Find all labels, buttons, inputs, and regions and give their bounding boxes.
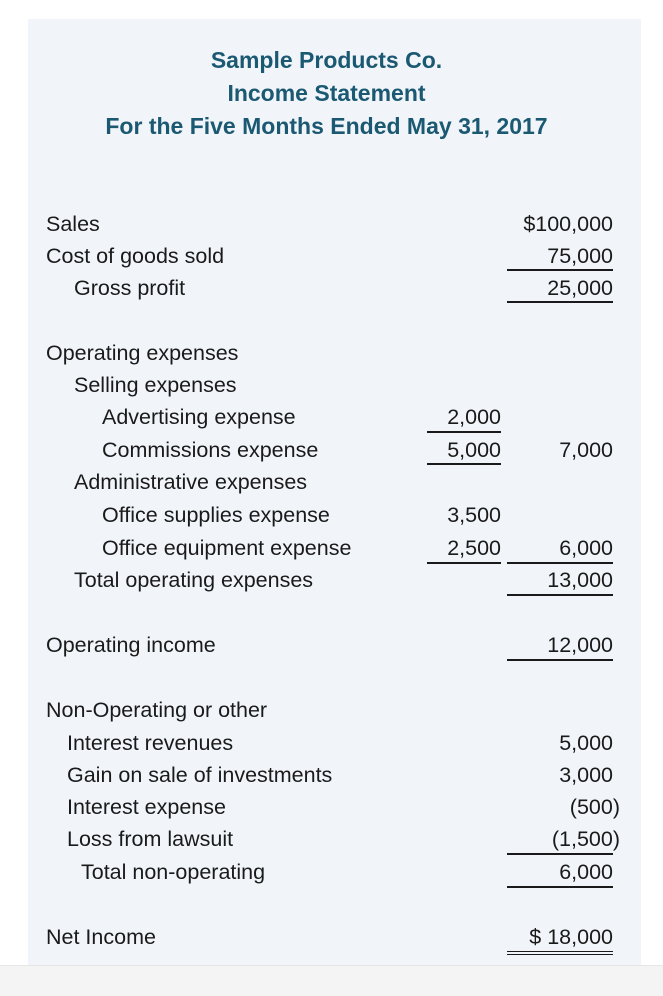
row-operating-expenses: Operating expenses (0, 337, 663, 369)
underline (427, 463, 501, 465)
row-non-operating: Non-Operating or other (0, 694, 663, 726)
statement-header: Sample Products Co. Income Statement For… (0, 44, 653, 143)
amount: 75,000 (547, 244, 613, 268)
underline (507, 269, 613, 271)
row-label: Interest revenues (67, 731, 234, 755)
amount: 6,000 (559, 860, 613, 884)
row-label: Office supplies expense (102, 503, 330, 527)
row-total-operating-expenses: Total operating expenses 13,000 (0, 564, 663, 596)
row-label: Advertising expense (102, 405, 296, 429)
amount: 3,500 (447, 503, 501, 527)
underline (507, 659, 613, 661)
row-label: Interest expense (67, 795, 226, 819)
row-label: Loss from lawsuit (67, 827, 234, 851)
row-label: Cost of goods sold (46, 244, 225, 268)
amount: 5,000 (447, 438, 501, 462)
underline (507, 853, 613, 855)
row-label: Gross profit (74, 276, 186, 300)
underline (507, 562, 613, 564)
underline (507, 886, 613, 888)
row-office-equipment-expense: Office equipment expense 2,500 6,000 (0, 532, 663, 564)
row-commissions-expense: Commissions expense 5,000 7,000 (0, 434, 663, 466)
underline (507, 301, 613, 303)
row-gross-profit: Gross profit 25,000 (0, 272, 663, 304)
row-gain-on-sale: Gain on sale of investments 3,000 (0, 759, 663, 791)
row-label: Net Income (46, 925, 156, 949)
row-administrative-expenses: Administrative expenses (0, 466, 663, 498)
row-label: Total non-operating (81, 860, 266, 884)
bottom-strip (0, 965, 663, 996)
underline (427, 431, 501, 433)
underline (507, 594, 613, 596)
row-label: Gain on sale of investments (67, 763, 333, 787)
statement-period: For the Five Months Ended May 31, 2017 (105, 113, 548, 139)
amount: (500) (569, 795, 620, 819)
row-operating-income: Operating income 12,000 (0, 629, 663, 661)
row-advertising-expense: Advertising expense 2,000 (0, 401, 663, 433)
statement-title: Income Statement (227, 80, 426, 106)
underline (427, 562, 501, 564)
row-selling-expenses: Selling expenses (0, 369, 663, 401)
company-name: Sample Products Co. (210, 47, 443, 73)
row-interest-revenues: Interest revenues 5,000 (0, 727, 663, 759)
row-label: Operating expenses (46, 341, 239, 365)
row-loss-from-lawsuit: Loss from lawsuit (1,500) (0, 823, 663, 855)
row-label: Non-Operating or other (46, 698, 268, 722)
amount: $ 18,000 (529, 925, 613, 949)
row-office-supplies-expense: Office supplies expense 3,500 (0, 499, 663, 531)
statement-sheet (28, 19, 641, 965)
row-cost-of-goods-sold: Cost of goods sold 75,000 (0, 240, 663, 272)
row-label: Administrative expenses (74, 470, 308, 494)
row-label: Total operating expenses (74, 568, 314, 592)
double-underline (507, 951, 613, 955)
amount: (1,500) (551, 827, 620, 851)
row-sales: Sales $100,000 (0, 208, 663, 240)
amount: 5,000 (559, 731, 613, 755)
amount: $100,000 (523, 212, 613, 236)
amount: 2,500 (447, 536, 501, 560)
row-label: Office equipment expense (102, 536, 352, 560)
amount: 6,000 (559, 536, 613, 560)
row-interest-expense: Interest expense (500) (0, 791, 663, 823)
row-net-income: Net Income $ 18,000 (0, 921, 663, 953)
amount: 12,000 (547, 633, 613, 657)
amount: 2,000 (447, 405, 501, 429)
row-total-non-operating: Total non-operating 6,000 (0, 856, 663, 888)
row-label: Commissions expense (102, 438, 319, 462)
amount: 3,000 (559, 763, 613, 787)
row-label: Selling expenses (74, 373, 237, 397)
row-label: Operating income (46, 633, 216, 657)
row-label: Sales (46, 212, 100, 236)
amount: 13,000 (547, 568, 613, 592)
amount: 7,000 (559, 438, 613, 462)
amount: 25,000 (547, 276, 613, 300)
